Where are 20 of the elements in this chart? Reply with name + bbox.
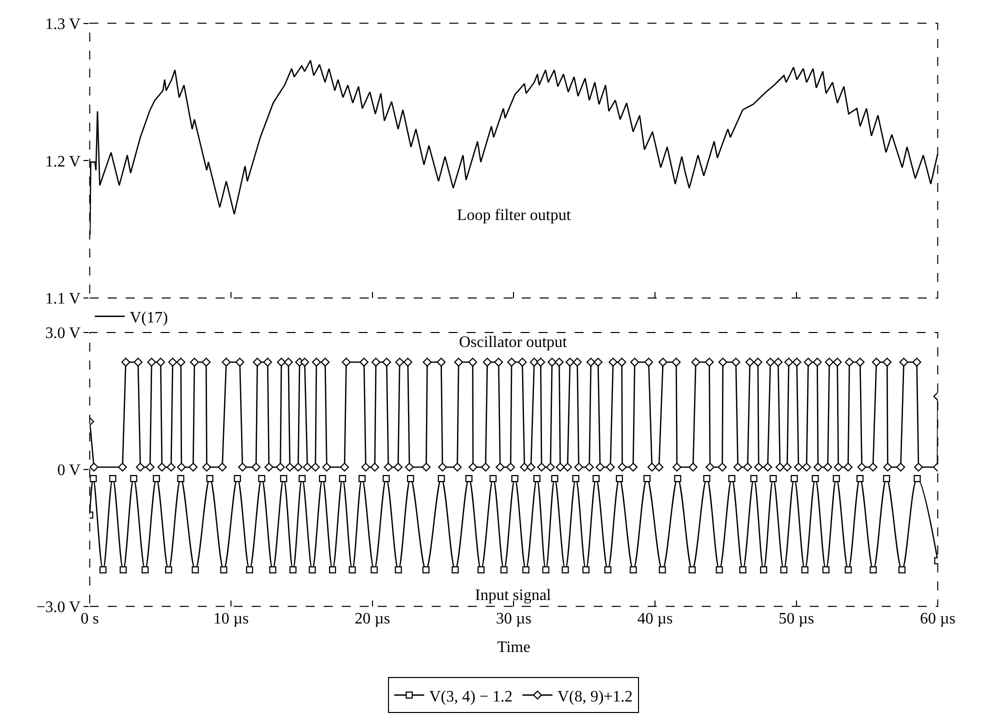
- annotation: Oscillator output: [459, 334, 568, 351]
- x-axis-title: Time: [497, 639, 530, 656]
- y-tick-label: 0 V: [57, 462, 81, 480]
- legend-label: V(3, 4) − 1.2: [429, 688, 512, 706]
- x-tick-label: 60 µs: [920, 610, 956, 628]
- y-tick-label: −3.0 V: [36, 598, 81, 616]
- x-tick-label: 0 s: [80, 610, 99, 628]
- legend-label: V(17): [130, 310, 168, 327]
- annotation: Input signal: [475, 587, 552, 604]
- x-tick-label: 20 µs: [354, 610, 390, 628]
- legend-label: V(8, 9)+1.2: [557, 688, 633, 706]
- x-tick-label: 50 µs: [778, 610, 814, 628]
- y-tick-label: 1.2 V: [45, 153, 81, 170]
- y-tick-label: 1.1 V: [45, 290, 81, 308]
- y-tick-label: 3.0 V: [45, 325, 81, 342]
- x-tick-label: 30 µs: [496, 610, 532, 628]
- annotation: Loop filter output: [457, 207, 572, 224]
- y-tick-label: 1.3 V: [45, 16, 81, 33]
- x-tick-label: 40 µs: [637, 610, 673, 628]
- x-tick-label: 10 µs: [213, 610, 249, 628]
